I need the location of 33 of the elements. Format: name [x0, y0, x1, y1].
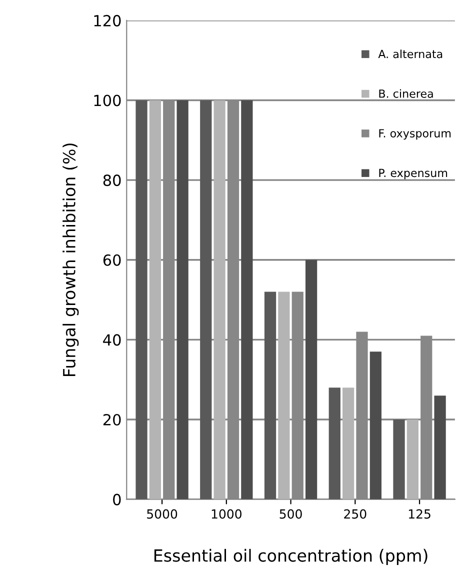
- y-tick-label: 20: [103, 414, 121, 426]
- x-tick-label: 5000: [147, 509, 178, 519]
- bar: [393, 420, 405, 500]
- legend-label: B. cinerea: [379, 89, 433, 98]
- x-axis-title: Essential oil concentration (ppm): [154, 548, 428, 566]
- bar: [200, 100, 212, 500]
- y-tick-label: 100: [94, 94, 121, 106]
- bar: [305, 260, 318, 500]
- y-tick-label: 60: [103, 254, 121, 266]
- legend-label: P. expensum: [379, 168, 448, 180]
- bar: [370, 352, 382, 500]
- bar: [328, 388, 340, 500]
- y-tick-label: 120: [94, 14, 121, 26]
- bar: [214, 100, 226, 500]
- bar: [264, 292, 276, 500]
- y-tick-label: 40: [103, 334, 121, 346]
- legend-label: F. oxysporum: [379, 129, 451, 140]
- x-tick-label: 500: [280, 509, 302, 519]
- legend-label: A. alternata: [378, 50, 442, 58]
- y-axis-title: Fungal growth inhibition (%): [62, 144, 79, 376]
- bar: [342, 388, 354, 500]
- bar: [241, 100, 253, 500]
- bar: [149, 100, 162, 500]
- bar: [434, 396, 446, 500]
- bar: [278, 292, 290, 500]
- x-tick-label: 250: [344, 509, 366, 519]
- x-tick-label: 125: [408, 509, 430, 519]
- y-tick-label: 0: [113, 494, 121, 506]
- bar: [136, 100, 148, 500]
- x-tick-label: 1000: [212, 509, 242, 519]
- bar: [406, 420, 418, 500]
- y-tick-label: 80: [103, 174, 121, 186]
- bar: [176, 100, 188, 500]
